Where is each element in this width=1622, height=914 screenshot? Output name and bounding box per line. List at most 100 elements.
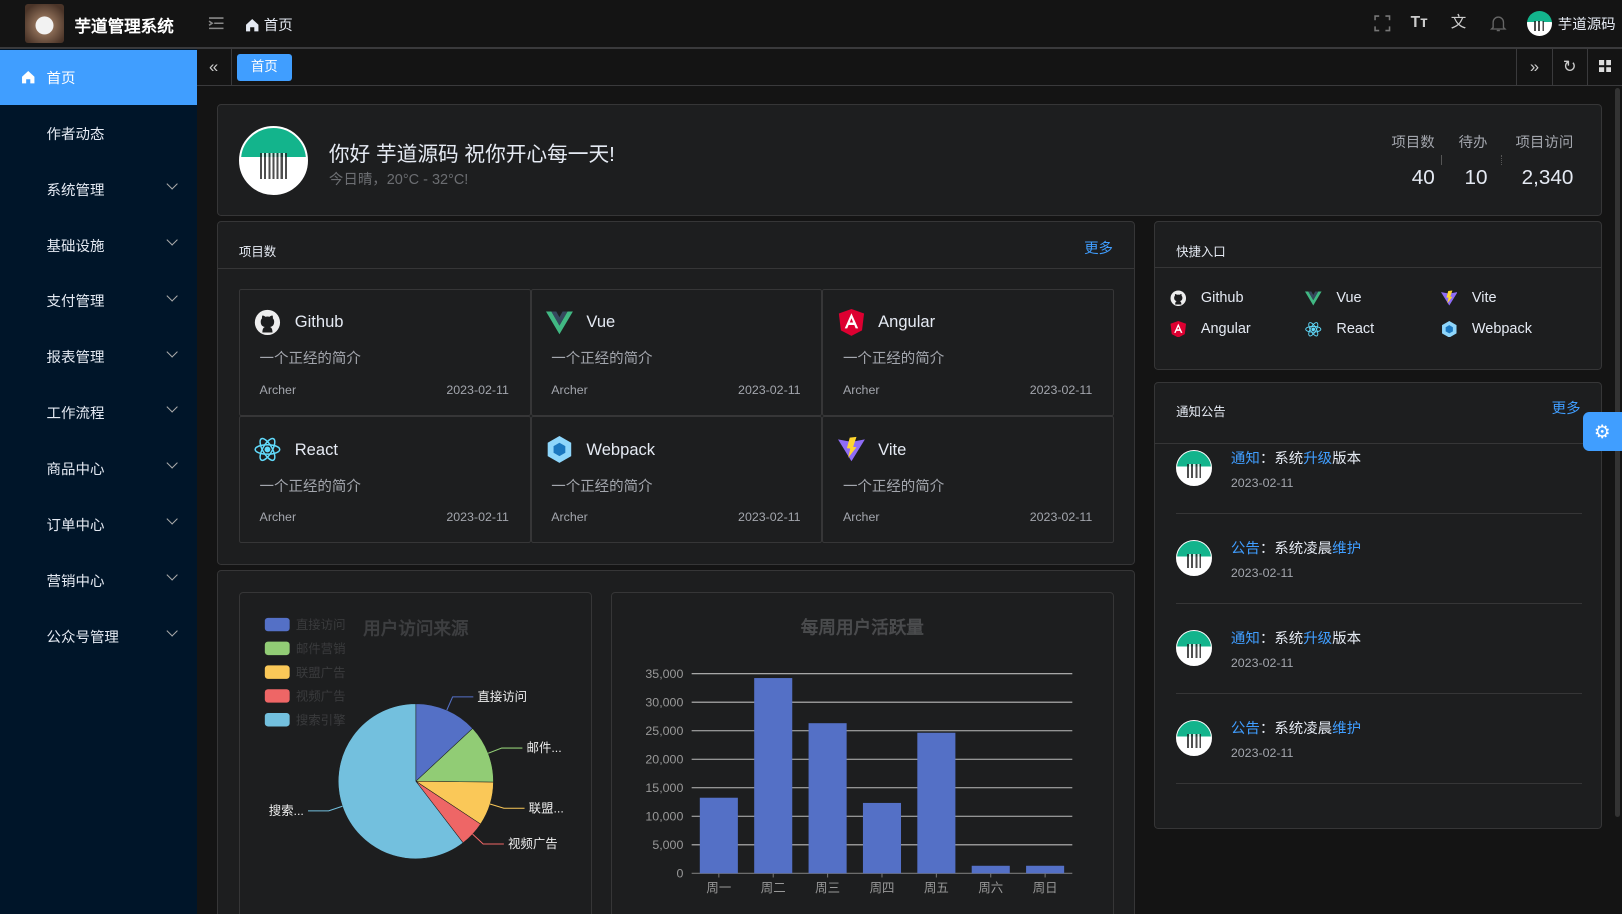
- pie-slice[interactable]: [415, 703, 473, 782]
- sidebar-item[interactable]: 系统管理: [0, 161, 197, 217]
- scroll-left-icon[interactable]: «: [197, 48, 232, 86]
- bell-icon[interactable]: [1489, 14, 1508, 33]
- bar[interactable]: [863, 802, 902, 873]
- home-icon: [246, 18, 259, 32]
- pie-slice[interactable]: [415, 727, 494, 783]
- pie-label-line: [446, 695, 474, 710]
- notice-text: 版本: [1332, 450, 1362, 467]
- project-date: 2023-02-11: [446, 509, 509, 524]
- font-size-icon[interactable]: Tт: [1410, 14, 1428, 32]
- projects-more-link[interactable]: 更多: [1084, 240, 1114, 257]
- sidebar-item-label: 营销中心: [46, 573, 105, 590]
- shortcut-label: Webpack: [1471, 320, 1532, 337]
- notice-title: 公告：系统凌晨维护: [1231, 537, 1361, 558]
- sidebar-item[interactable]: 作者动态: [0, 106, 197, 162]
- legend-label[interactable]: 联盟广告: [296, 665, 346, 679]
- pie-slice[interactable]: [337, 703, 464, 859]
- notice-item[interactable]: 通知：系统升级版本 2023-02-11: [1176, 627, 1582, 717]
- chevron-down-icon: [165, 401, 178, 414]
- divider: [218, 267, 1134, 269]
- scroll-right-icon[interactable]: »: [1516, 48, 1551, 86]
- sidebar-item[interactable]: 订单中心: [0, 497, 197, 553]
- project-name: Webpack: [586, 439, 656, 459]
- project-card[interactable]: Vue 一个正经的简介 Archer 2023-02-11: [530, 288, 823, 416]
- vite-icon: [1440, 290, 1458, 307]
- x-tick-label: 周日: [1033, 881, 1058, 895]
- project-card[interactable]: Angular 一个正经的简介 Archer 2023-02-11: [822, 288, 1114, 416]
- project-name: React: [294, 439, 338, 459]
- shortcut-angular[interactable]: Angular: [1170, 320, 1251, 338]
- legend-label[interactable]: 直接访问: [296, 617, 346, 632]
- notices-title: 通知公告: [1176, 405, 1226, 420]
- sidebar-item[interactable]: 支付管理: [0, 273, 197, 329]
- notice-type: 通知: [1230, 450, 1260, 467]
- bar[interactable]: [754, 677, 793, 873]
- legend-label[interactable]: 邮件营销: [296, 642, 346, 656]
- bar[interactable]: [917, 732, 956, 873]
- bar[interactable]: [971, 865, 1011, 873]
- project-date: 2023-02-11: [446, 382, 509, 397]
- legend-swatch[interactable]: [264, 712, 290, 727]
- sidebar-item-label: 商品中心: [46, 462, 105, 479]
- react-icon: [1305, 321, 1322, 338]
- sidebar-item[interactable]: 工作流程: [0, 385, 197, 441]
- grid-menu-icon[interactable]: [1586, 48, 1622, 86]
- sidebar-item-label: 系统管理: [46, 182, 105, 199]
- x-tick-label: 周一: [707, 881, 732, 895]
- sidebar-item-label: 基础设施: [46, 238, 105, 255]
- shortcut-vite[interactable]: Vite: [1440, 290, 1497, 307]
- tabs-bar: « 首页 » ↻: [196, 48, 1622, 86]
- breadcrumb-home: 首页: [263, 18, 293, 35]
- project-desc: 一个正经的简介: [842, 478, 945, 495]
- project-card[interactable]: Webpack 一个正经的简介 Archer 2023-02-11: [530, 415, 823, 543]
- page-scrollbar[interactable]: [1614, 87, 1620, 818]
- shortcut-vue[interactable]: Vue: [1305, 289, 1362, 307]
- sidebar-item[interactable]: 营销中心: [0, 552, 197, 608]
- sidebar-item[interactable]: 商品中心: [0, 441, 197, 497]
- settings-gear-icon[interactable]: ⚙: [1582, 411, 1622, 451]
- sidebar-item[interactable]: 报表管理: [0, 329, 197, 385]
- legend-swatch[interactable]: [264, 688, 290, 703]
- legend-label[interactable]: 搜索引擎: [296, 712, 346, 727]
- shortcuts-title: 快捷入口: [1176, 245, 1226, 259]
- shortcut-github[interactable]: Github: [1170, 290, 1244, 307]
- project-card[interactable]: Vite 一个正经的简介 Archer 2023-02-11: [822, 415, 1114, 543]
- legend-swatch[interactable]: [264, 641, 290, 655]
- sidebar-item[interactable]: 基础设施: [0, 217, 197, 273]
- shortcut-webpack[interactable]: Webpack: [1441, 320, 1532, 338]
- legend-swatch[interactable]: [264, 665, 290, 679]
- shortcuts-card: 快捷入口 Github Vue Vite Angular React Webpack: [1154, 221, 1603, 371]
- sidebar-item[interactable]: 首页: [0, 49, 197, 106]
- project-card[interactable]: Github 一个正经的简介 Archer 2023-02-11: [238, 288, 531, 416]
- legend-label[interactable]: 视频广告: [296, 688, 346, 703]
- notice-text: 系统凌晨: [1274, 540, 1333, 557]
- bar[interactable]: [700, 797, 739, 873]
- weather: 今日晴，20°C - 32°C!: [328, 171, 469, 188]
- bar[interactable]: [808, 722, 847, 873]
- project-card[interactable]: React 一个正经的简介 Archer 2023-02-11: [238, 415, 531, 543]
- menu-collapse-icon[interactable]: [208, 16, 225, 30]
- tab-home[interactable]: 首页: [236, 53, 292, 81]
- sidebar-item-label: 首页: [46, 71, 76, 88]
- notice-item[interactable]: 公告：系统凌晨维护 2023-02-11: [1176, 717, 1582, 807]
- notice-date: 2023-02-11: [1230, 565, 1294, 580]
- x-tick-label: 周三: [815, 881, 840, 895]
- notices-more-link[interactable]: 更多: [1551, 401, 1581, 418]
- refresh-icon[interactable]: ↻: [1551, 48, 1587, 86]
- user-menu[interactable]: 芋道源码: [1526, 11, 1616, 37]
- breadcrumb[interactable]: 首页: [245, 14, 293, 35]
- shortcut-label: Vue: [1336, 289, 1362, 306]
- notice-item[interactable]: 公告：系统凌晨维护 2023-02-11: [1176, 537, 1582, 627]
- legend-swatch[interactable]: [264, 617, 290, 631]
- notice-item[interactable]: 通知：系统升级版本 2023-02-11: [1176, 447, 1582, 537]
- shortcut-react[interactable]: React: [1305, 321, 1374, 338]
- notice-avatar: [1176, 629, 1213, 667]
- y-tick-label: 30,000: [646, 695, 684, 709]
- pie-chart-panel: 用户访问来源 直接访问 邮件营销 联盟广告 视频广告 搜索引擎 直接访问 邮件... 联盟...…: [238, 591, 592, 914]
- angular-icon: [838, 309, 865, 337]
- fullscreen-icon[interactable]: [1373, 14, 1392, 33]
- project-author: Archer: [842, 382, 880, 397]
- translate-icon[interactable]: 文: [1450, 14, 1467, 32]
- sidebar-item[interactable]: 公众号管理: [0, 608, 197, 664]
- bar[interactable]: [1026, 865, 1065, 873]
